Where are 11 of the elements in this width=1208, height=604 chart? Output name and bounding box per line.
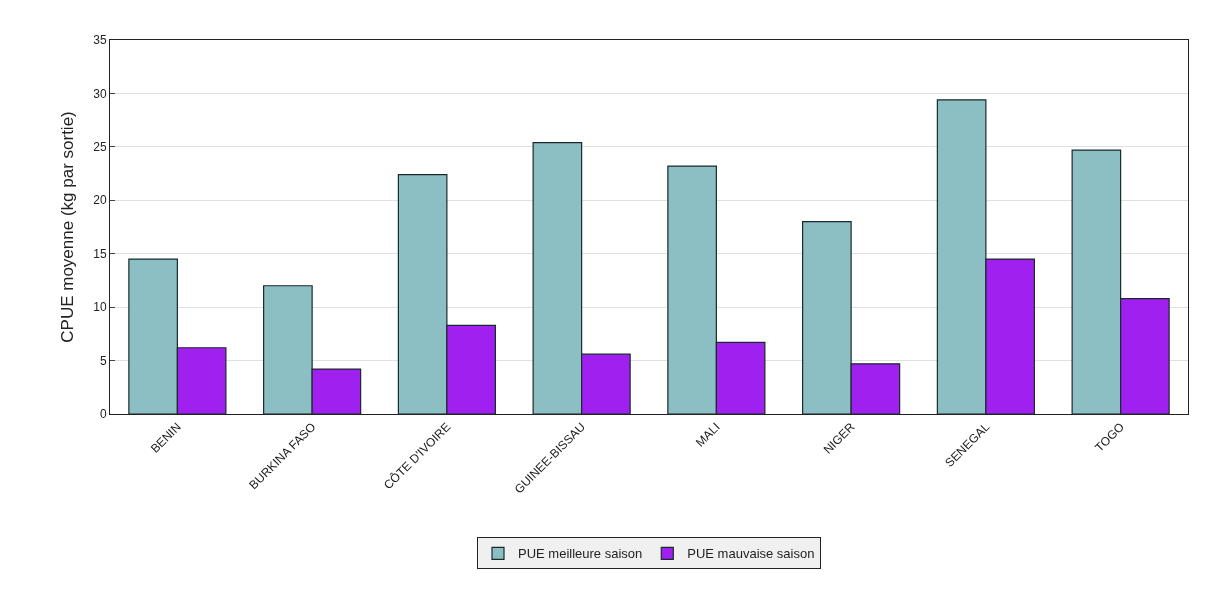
y-tick-label: 20 xyxy=(93,193,107,208)
y-axis-title: CPUE moyenne (kg par sortie) xyxy=(57,111,77,343)
y-tick-label: 5 xyxy=(99,353,107,368)
y-tick-label: 35 xyxy=(93,33,107,48)
y-tick-label: 0 xyxy=(99,407,107,422)
y-tick-label: 25 xyxy=(93,140,107,155)
legend-label: PUE mauvaise saison xyxy=(687,546,815,562)
y-tick-label: 10 xyxy=(93,300,107,315)
y-tick-label: 30 xyxy=(93,86,107,101)
y-tick-label: 15 xyxy=(93,246,107,261)
legend-label: PUE meilleure saison xyxy=(518,546,643,562)
